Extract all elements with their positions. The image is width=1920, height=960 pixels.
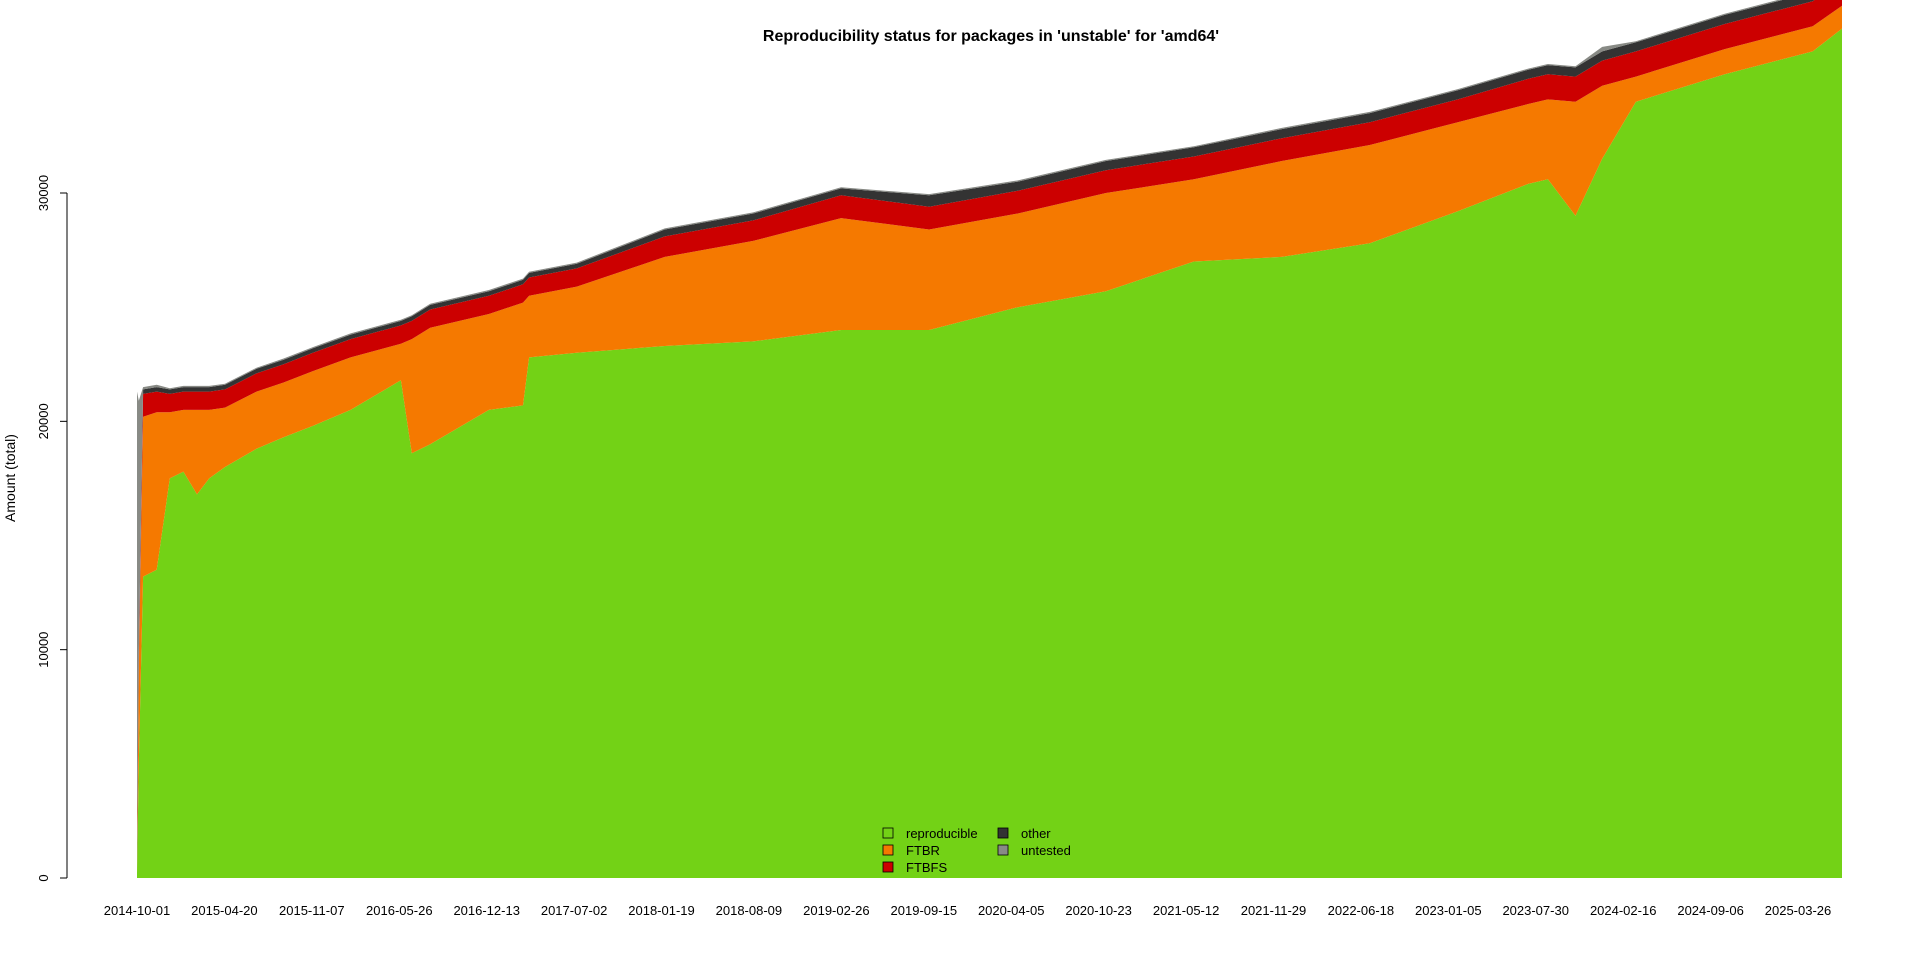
x-axis: 2014-10-01 2015-04-20 2015-11-07 2016-05-26… [104,903,1832,918]
x-tick-label: 2024-02-16 [1590,903,1657,918]
x-tick-label: 2020-04-05 [978,903,1045,918]
legend-label-untested: untested [1021,843,1071,858]
x-tick-label: 2021-05-12 [1153,903,1220,918]
y-tick-label: 10000 [36,632,51,668]
x-tick-label: 2019-09-15 [891,903,958,918]
area-reproducible [137,28,1842,879]
x-tick-label: 2021-11-29 [1241,903,1307,918]
chart-title: Reproducibility status for packages in '… [763,28,1219,45]
x-tick-label: 2017-07-02 [541,903,608,918]
x-tick-label: 2024-09-06 [1677,903,1744,918]
x-tick-label: 2018-08-09 [716,903,783,918]
stacked-areas [137,0,1842,879]
y-tick-label: 30000 [36,175,51,211]
x-tick-label: 2018-01-19 [628,903,695,918]
x-tick-label: 2014-10-01 [104,903,171,918]
y-tick-label: 20000 [36,403,51,439]
y-axis: 0 10000 20000 30000 [36,175,68,882]
legend-swatch-reproducible [882,827,894,839]
legend-swatch-FTBR [882,844,894,856]
legend-swatch-other [997,827,1009,839]
x-tick-label: 2015-04-20 [191,903,258,918]
legend-swatch-untested [997,844,1009,856]
x-tick-label: 2016-05-26 [366,903,433,918]
x-tick-label: 2022-06-18 [1328,903,1395,918]
area-FTBR [137,5,1842,874]
x-tick-label: 2019-02-26 [803,903,870,918]
legend-label-FTBR: FTBR [906,843,940,858]
x-tick-label: 2025-03-26 [1765,903,1832,918]
x-tick-label: 2020-10-23 [1065,903,1132,918]
x-tick-label: 2023-07-30 [1502,903,1569,918]
x-tick-label: 2016-12-13 [453,903,520,918]
legend-label-reproducible: reproducible [906,826,978,841]
legend: reproducible FTBR FTBFS other untested [882,826,1071,875]
x-tick-label: 2023-01-05 [1415,903,1482,918]
legend-label-other: other [1021,826,1051,841]
legend-label-FTBFS: FTBFS [906,860,947,875]
y-tick-label: 0 [36,874,51,881]
legend-swatch-FTBFS [882,861,894,873]
y-axis-label: Amount (total) [2,434,18,522]
x-tick-label: 2015-11-07 [279,903,345,918]
